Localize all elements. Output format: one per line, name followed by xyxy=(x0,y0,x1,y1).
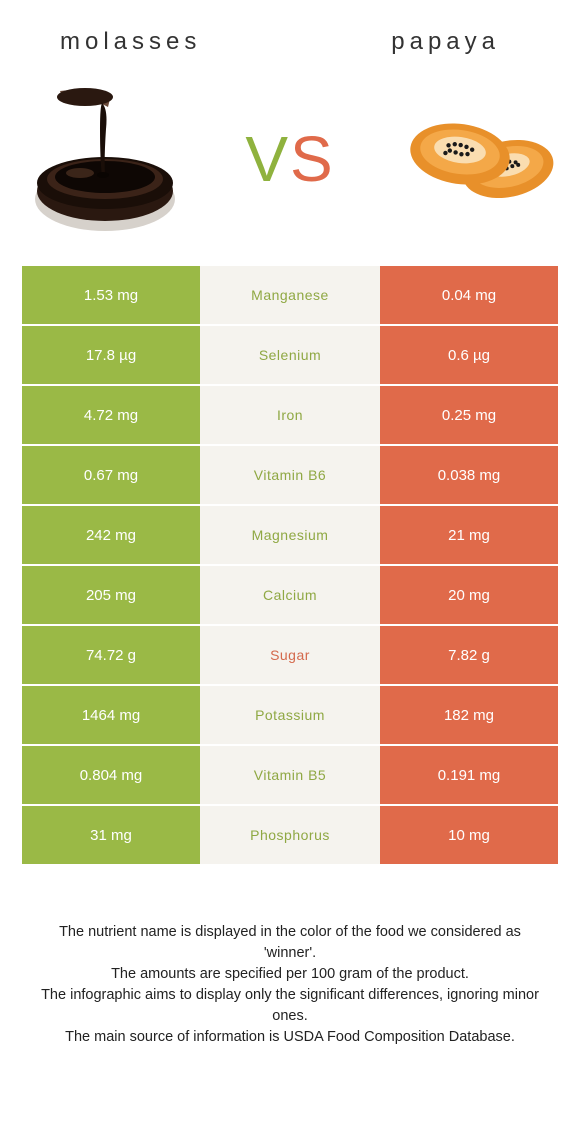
right-value: 0.038 mg xyxy=(380,446,558,504)
nutrient-label: Manganese xyxy=(200,266,380,324)
papaya-image xyxy=(390,79,560,239)
footnote-line: The infographic aims to display only the… xyxy=(36,985,544,1027)
left-value: 242 mg xyxy=(22,506,200,564)
table-row: 0.804 mgVitamin B50.191 mg xyxy=(22,746,558,804)
table-row: 17.8 µgSelenium0.6 µg xyxy=(22,326,558,384)
right-value: 0.6 µg xyxy=(380,326,558,384)
nutrient-label: Vitamin B5 xyxy=(200,746,380,804)
table-row: 4.72 mgIron0.25 mg xyxy=(22,386,558,444)
left-value: 74.72 g xyxy=(22,626,200,684)
vs-v: V xyxy=(245,123,290,195)
right-value: 21 mg xyxy=(380,506,558,564)
footnote-line: The main source of information is USDA F… xyxy=(36,1027,544,1048)
table-row: 0.67 mgVitamin B60.038 mg xyxy=(22,446,558,504)
table-row: 1.53 mgManganese0.04 mg xyxy=(22,266,558,324)
images-row: VS xyxy=(0,66,580,266)
table-row: 205 mgCalcium20 mg xyxy=(22,566,558,624)
left-value: 1464 mg xyxy=(22,686,200,744)
table-row: 242 mgMagnesium21 mg xyxy=(22,506,558,564)
vs-s: S xyxy=(290,123,335,195)
left-value: 4.72 mg xyxy=(22,386,200,444)
footnote-line: The amounts are specified per 100 gram o… xyxy=(36,964,544,985)
nutrient-label: Calcium xyxy=(200,566,380,624)
nutrient-label: Selenium xyxy=(200,326,380,384)
left-value: 0.804 mg xyxy=(22,746,200,804)
nutrient-table: 1.53 mgManganese0.04 mg17.8 µgSelenium0.… xyxy=(22,266,558,864)
left-food-title: molasses xyxy=(60,28,201,56)
left-value: 205 mg xyxy=(22,566,200,624)
left-value: 0.67 mg xyxy=(22,446,200,504)
molasses-image xyxy=(20,79,190,239)
left-value: 31 mg xyxy=(22,806,200,864)
header-row: molasses papaya xyxy=(0,0,580,66)
left-value: 17.8 µg xyxy=(22,326,200,384)
nutrient-label: Iron xyxy=(200,386,380,444)
right-value: 10 mg xyxy=(380,806,558,864)
nutrient-label: Magnesium xyxy=(200,506,380,564)
right-value: 0.25 mg xyxy=(380,386,558,444)
right-value: 0.04 mg xyxy=(380,266,558,324)
nutrient-label: Sugar xyxy=(200,626,380,684)
nutrient-label: Phosphorus xyxy=(200,806,380,864)
right-value: 0.191 mg xyxy=(380,746,558,804)
right-value: 20 mg xyxy=(380,566,558,624)
table-row: 74.72 gSugar7.82 g xyxy=(22,626,558,684)
footnote-line: The nutrient name is displayed in the co… xyxy=(36,922,544,964)
table-row: 31 mgPhosphorus10 mg xyxy=(22,806,558,864)
vs-label: VS xyxy=(245,122,334,196)
right-value: 7.82 g xyxy=(380,626,558,684)
left-value: 1.53 mg xyxy=(22,266,200,324)
right-value: 182 mg xyxy=(380,686,558,744)
nutrient-label: Potassium xyxy=(200,686,380,744)
nutrient-label: Vitamin B6 xyxy=(200,446,380,504)
right-food-title: papaya xyxy=(391,28,500,56)
footnotes: The nutrient name is displayed in the co… xyxy=(0,866,580,1068)
table-row: 1464 mgPotassium182 mg xyxy=(22,686,558,744)
